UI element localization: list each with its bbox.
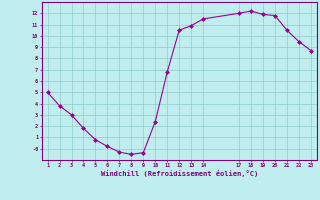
X-axis label: Windchill (Refroidissement éolien,°C): Windchill (Refroidissement éolien,°C) xyxy=(100,170,258,177)
